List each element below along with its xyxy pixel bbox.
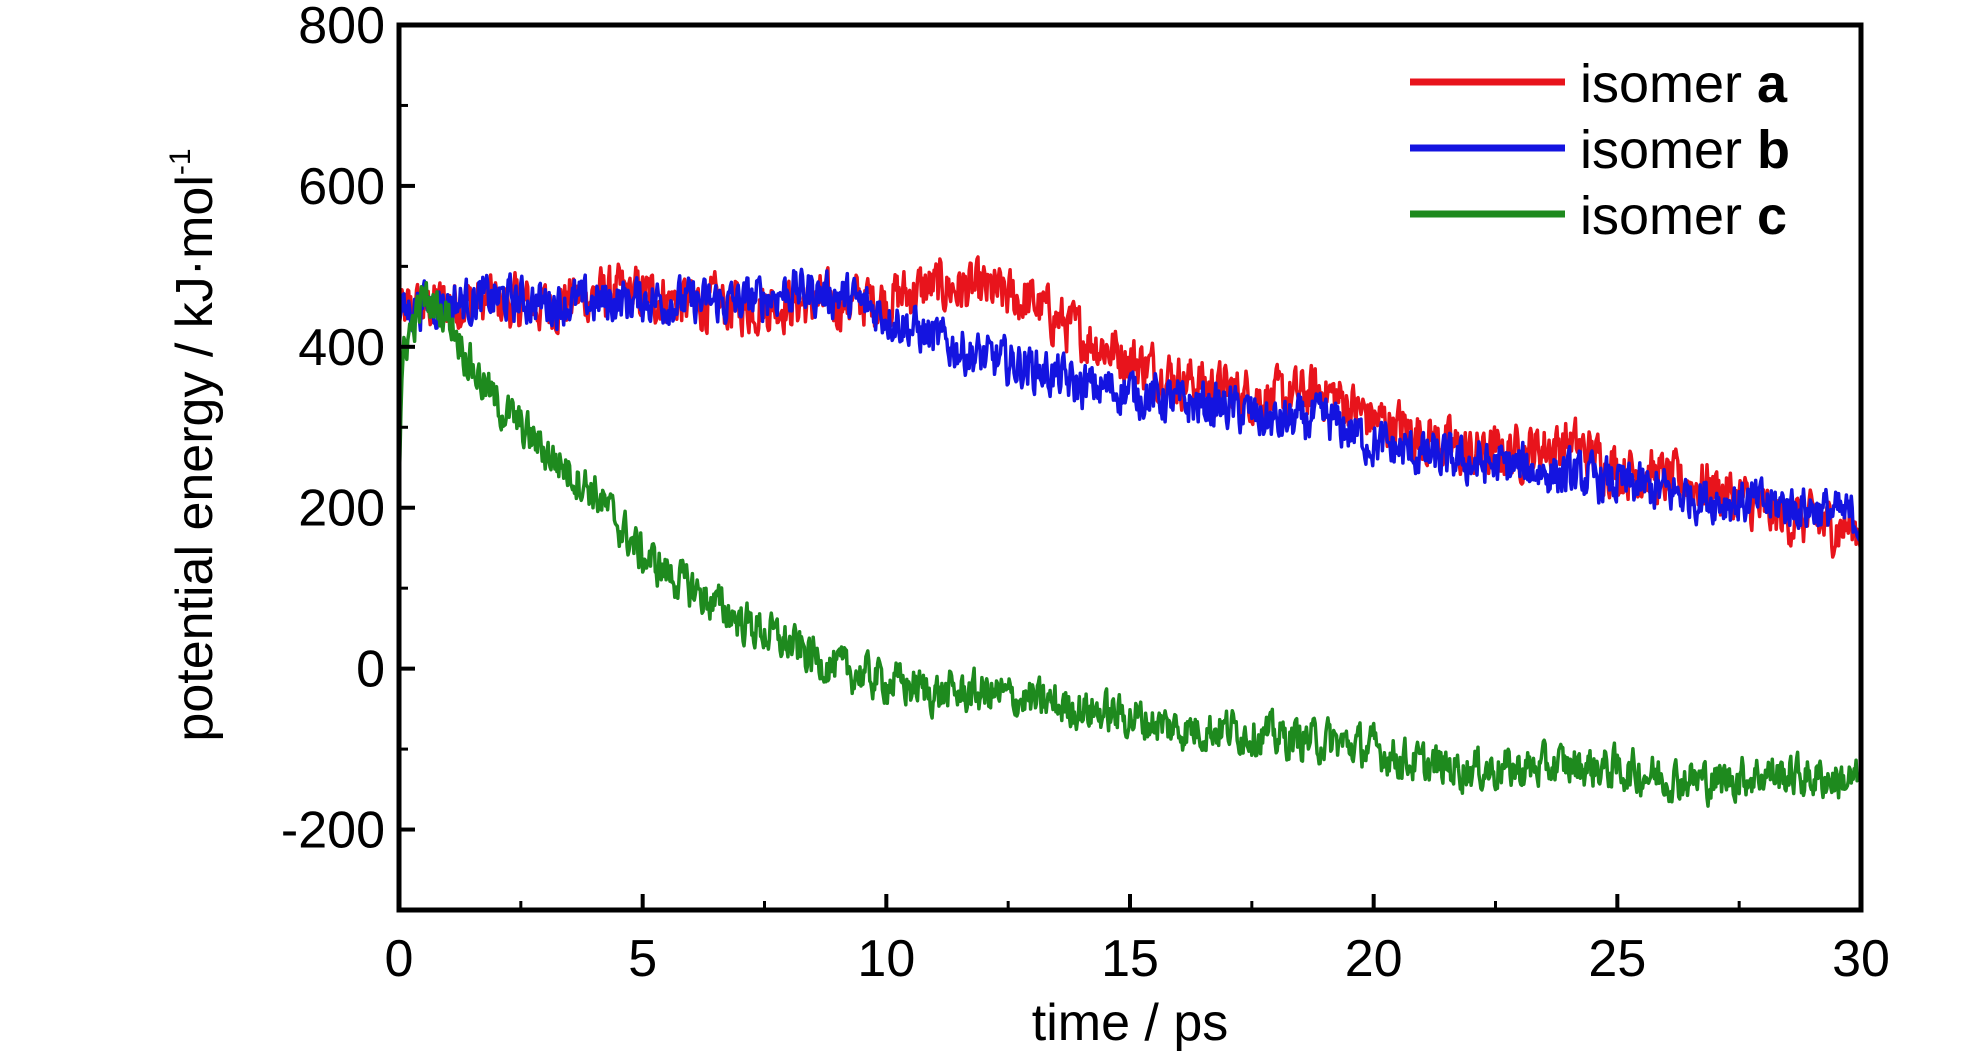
y-tick-label: 800 bbox=[298, 0, 385, 55]
legend-label-letter: a bbox=[1757, 54, 1788, 114]
x-axis-title: time / ps bbox=[1032, 994, 1229, 1052]
x-tick-label: 0 bbox=[385, 930, 414, 988]
legend-label-a: isomer a bbox=[1580, 54, 1788, 114]
legend-label-letter: b bbox=[1757, 120, 1790, 180]
legend-label-letter: c bbox=[1757, 186, 1787, 246]
y-tick-label: 0 bbox=[356, 641, 385, 699]
legend-label-prefix: isomer bbox=[1580, 186, 1757, 246]
x-tick-label: 10 bbox=[857, 930, 915, 988]
x-tick-label: 30 bbox=[1832, 930, 1890, 988]
x-tick-label: 5 bbox=[628, 930, 657, 988]
y-axis-title-main: potential energy / kJ·mol bbox=[166, 175, 224, 742]
plot-series bbox=[397, 255, 1863, 808]
legend-label-prefix: isomer bbox=[1580, 54, 1757, 114]
x-tick-label: 20 bbox=[1345, 930, 1403, 988]
y-axis-title-superscript: -1 bbox=[164, 148, 197, 175]
series-line-b bbox=[397, 267, 1863, 542]
y-tick-label: -200 bbox=[281, 802, 385, 860]
series-line-c bbox=[397, 280, 1863, 808]
x-tick-label: 15 bbox=[1101, 930, 1159, 988]
y-axis: -200 0 200 400 600 800 bbox=[281, 0, 415, 912]
x-tick-label: 25 bbox=[1588, 930, 1646, 988]
y-tick-label: 400 bbox=[298, 319, 385, 377]
legend-label-b: isomer b bbox=[1580, 120, 1790, 180]
y-tick-label: 200 bbox=[298, 480, 385, 538]
y-axis-title: potential energy / kJ·mol-1 bbox=[164, 148, 224, 741]
y-tick-label: 600 bbox=[298, 158, 385, 216]
legend-label-prefix: isomer bbox=[1580, 120, 1757, 180]
x-axis: 0 5 10 15 20 25 30 bbox=[385, 894, 1890, 988]
legend-label-c: isomer c bbox=[1580, 186, 1787, 246]
